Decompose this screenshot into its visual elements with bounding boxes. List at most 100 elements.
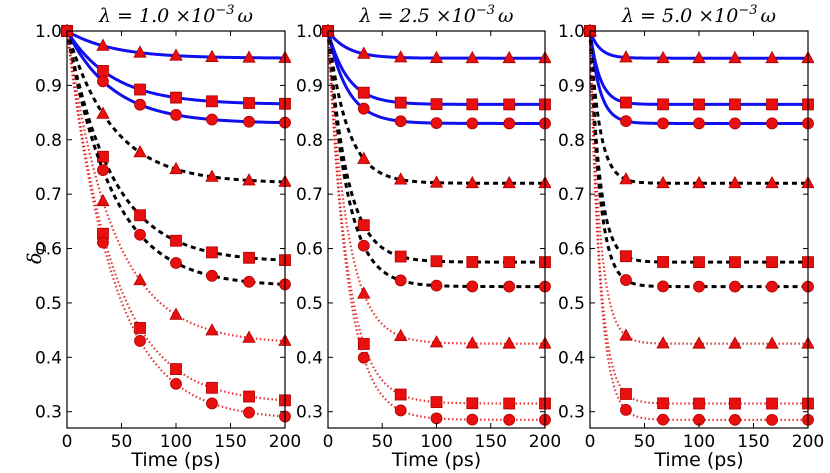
panel-title: λ = 1.0 ×10−3 ω <box>98 3 253 27</box>
marker-black-triangle <box>465 175 479 189</box>
marker-black-circle <box>503 280 516 293</box>
marker-black-circle <box>394 274 407 287</box>
y-tick-label: 0.8 <box>558 131 585 151</box>
marker-black-square <box>430 255 443 268</box>
y-label-subscript: D <box>35 241 50 253</box>
y-tick-label: 0.7 <box>296 185 323 205</box>
marker-red-square <box>657 397 669 410</box>
marker-blue-circle <box>357 102 370 115</box>
marker-blue-triangle <box>656 50 670 64</box>
marker-black-triangle <box>133 145 147 158</box>
marker-black-triangle <box>765 175 779 189</box>
marker-red-square <box>170 363 182 375</box>
marker-red-circle <box>243 406 255 419</box>
title-base: λ = 5.0 ×10 <box>621 5 738 27</box>
marker-black-circle <box>430 279 443 292</box>
y-tick-label: 0.9 <box>35 76 62 96</box>
marker-blue-circle <box>503 117 516 130</box>
y-tick-label: 1.0 <box>558 22 585 42</box>
marker-blue-circle <box>206 113 218 126</box>
marker-blue-triangle <box>394 50 408 63</box>
marker-red-circle <box>657 413 669 426</box>
title-exponent: −3 <box>215 3 234 18</box>
marker-black-square <box>206 246 218 259</box>
marker-black-triangle <box>692 175 706 189</box>
marker-red-square <box>430 396 443 408</box>
y-tick-label: 0.3 <box>558 403 585 423</box>
x-tick-label: 100 <box>420 432 452 452</box>
x-tick-label: 100 <box>683 432 715 452</box>
marker-red-square <box>729 397 741 410</box>
marker-black-square <box>466 256 479 268</box>
marker-black-triangle <box>357 151 371 164</box>
series-line-black-square <box>588 30 808 264</box>
marker-black-triangle <box>619 172 633 185</box>
title-base: λ = 1.0 ×10 <box>98 5 215 27</box>
series-line-red-square <box>65 30 286 402</box>
y-tick-label: 1.0 <box>35 22 62 42</box>
marker-red-circle <box>206 397 218 410</box>
y-tick-label: 0.4 <box>296 348 323 368</box>
marker-black-circle <box>206 269 218 282</box>
marker-red-square <box>134 322 146 334</box>
title-omega: ω <box>498 5 514 27</box>
marker-black-square <box>657 256 669 268</box>
x-axis-label: Time (ps) <box>130 449 220 471</box>
marker-black-triangle <box>728 175 742 189</box>
y-tick-label: 0.9 <box>558 76 585 96</box>
y-tick-label: 1.0 <box>296 22 323 42</box>
marker-blue-triangle <box>429 50 444 63</box>
panel-2-series <box>322 23 551 426</box>
marker-black-square <box>729 256 741 269</box>
marker-blue-square <box>97 65 109 77</box>
panel-2: 0.3 0.4 0.5 0.6 0.7 0.8 0.9 1.0 0 50 100 150 200 Time… <box>296 3 561 471</box>
marker-black-circle <box>729 280 741 293</box>
marker-blue-square <box>693 98 705 111</box>
marker-black-circle <box>170 257 182 269</box>
marker-blue-circle <box>657 117 669 130</box>
marker-red-triangle <box>765 336 779 349</box>
x-tick-label: 150 <box>475 432 507 452</box>
marker-red-triangle <box>656 336 670 349</box>
y-tick-label: 0.4 <box>558 348 585 368</box>
x-axis-label: Time (ps) <box>391 449 481 471</box>
series-line-blue-square <box>588 30 808 106</box>
marker-black-square <box>620 250 632 263</box>
y-tick-label: 0.5 <box>558 294 585 314</box>
marker-black-triangle <box>242 173 256 186</box>
marker-black-square <box>766 256 778 269</box>
marker-red-triangle <box>429 335 444 348</box>
marker-red-circle <box>170 377 182 390</box>
marker-red-square <box>620 388 632 400</box>
marker-red-circle <box>394 404 407 417</box>
marker-blue-triangle <box>169 48 183 61</box>
marker-red-circle <box>729 413 741 426</box>
marker-blue-square <box>170 91 182 104</box>
y-tick-label: 0.7 <box>558 185 585 205</box>
marker-red-triangle <box>619 328 633 341</box>
marker-blue-circle <box>394 115 407 128</box>
marker-black-triangle <box>96 106 110 119</box>
marker-blue-triangle <box>465 50 479 64</box>
marker-black-square <box>134 209 146 222</box>
marker-blue-square <box>503 98 516 111</box>
marker-red-circle <box>357 351 370 364</box>
marker-red-triangle <box>728 336 742 349</box>
marker-blue-square <box>394 96 407 109</box>
marker-red-triangle <box>502 336 516 349</box>
marker-red-triangle <box>394 328 408 342</box>
marker-black-square <box>243 251 255 264</box>
marker-red-triangle <box>692 336 706 349</box>
y-label-symbol: δ <box>24 252 46 263</box>
marker-red-circle <box>134 335 146 347</box>
title-base: λ = 2.5 ×10 <box>358 5 475 27</box>
x-tick-label: 50 <box>111 432 133 452</box>
marker-blue-triangle <box>728 50 742 64</box>
marker-blue-square <box>430 98 443 111</box>
marker-black-triangle <box>205 169 219 182</box>
marker-red-circle <box>620 404 632 416</box>
title-omega: ω <box>761 5 777 27</box>
marker-red-circle <box>97 236 109 249</box>
marker-black-triangle <box>429 175 444 188</box>
marker-blue-triangle <box>96 38 110 51</box>
